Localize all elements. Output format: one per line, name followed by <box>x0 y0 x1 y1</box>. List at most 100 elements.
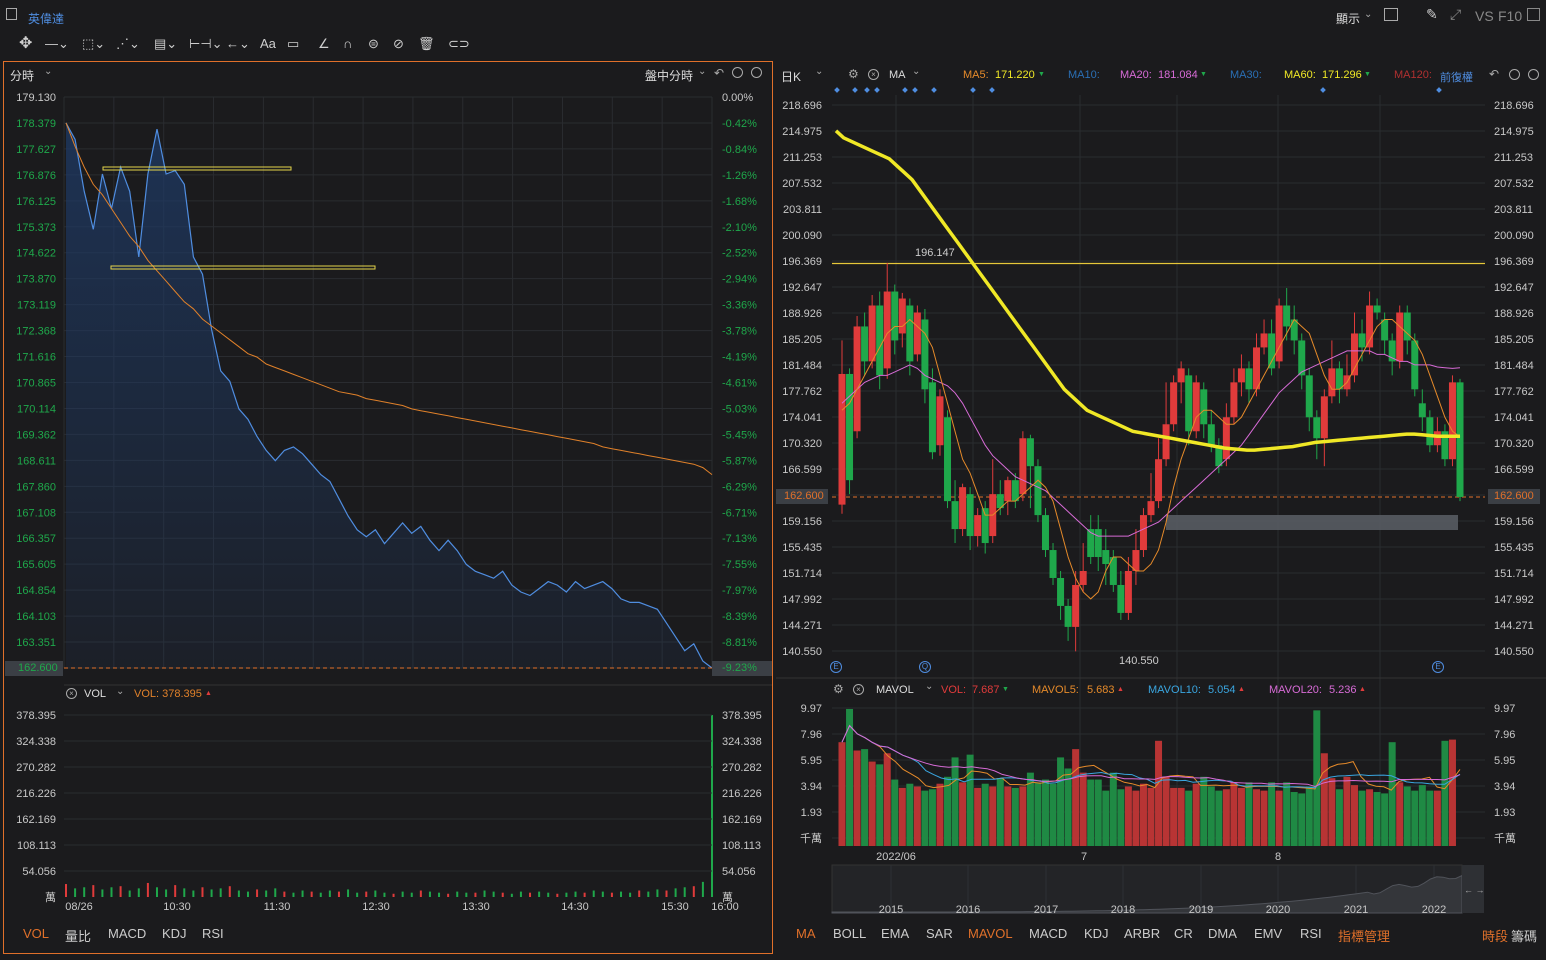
tab-rsi[interactable]: RSI <box>1300 926 1322 941</box>
earnings-marker[interactable]: E <box>1432 661 1444 673</box>
tab-volume-ratio[interactable]: 量比 <box>65 929 92 944</box>
close-icon[interactable]: × <box>853 684 864 695</box>
tab-kdj[interactable]: KDJ <box>162 926 187 941</box>
up-arrow-icon: ▲ <box>1117 686 1124 693</box>
event-dot[interactable] <box>852 87 858 93</box>
line-icon[interactable]: —⌄ <box>45 36 69 51</box>
price-tick-label: 166.599 <box>782 464 822 476</box>
gear-icon[interactable]: ⚙ <box>848 67 859 81</box>
comment-icon[interactable]: ▭ <box>287 36 300 51</box>
chevron-down-icon: ⌄ <box>925 681 934 692</box>
price-tick-label: 211.253 <box>1494 152 1533 164</box>
minus-icon[interactable] <box>732 67 743 78</box>
minus-icon[interactable] <box>1509 69 1520 80</box>
vol-indicator-selector[interactable]: MAVOL <box>876 684 914 696</box>
volume-bar <box>592 890 595 897</box>
volume-tick-label: 萬 <box>45 891 56 904</box>
candle-body <box>838 373 846 505</box>
price-tick-label: 203.811 <box>783 204 822 216</box>
settings-icon[interactable] <box>1527 8 1540 21</box>
tab-sar[interactable]: SAR <box>926 926 953 941</box>
display-menu[interactable]: 顯示 <box>1336 12 1361 26</box>
daily-price-tag-right-label: 162.600 <box>1494 490 1534 502</box>
tab-emv[interactable]: EMV <box>1254 926 1283 941</box>
link-icon[interactable]: ⊂⊃ <box>448 36 470 51</box>
mode-selector[interactable]: 盤中分時 <box>645 69 694 83</box>
move-icon[interactable]: ✥ <box>19 35 33 52</box>
undo-icon[interactable]: ↶ <box>1489 67 1500 81</box>
tab-vol[interactable]: VOL <box>23 926 50 941</box>
trash-icon[interactable]: 🗑 <box>418 36 435 51</box>
tab-dma[interactable]: DMA <box>1208 926 1237 941</box>
angle-icon[interactable]: ∠ <box>318 36 330 51</box>
range-icon[interactable]: ⊢⊣⌄ <box>189 36 223 51</box>
text-icon[interactable]: Aa <box>260 36 276 51</box>
candle-body <box>1200 389 1208 425</box>
tab-kdj[interactable]: KDJ <box>1084 926 1109 941</box>
rect-icon[interactable]: ⬚⌄ <box>82 36 106 51</box>
tab-mavol[interactable]: MAVOL <box>968 926 1013 941</box>
event-dot[interactable] <box>931 87 937 93</box>
fullscreen-icon[interactable]: ⤢ <box>1450 6 1462 22</box>
tab-ema[interactable]: EMA <box>881 926 910 941</box>
candle-body <box>1041 515 1049 551</box>
event-dot[interactable] <box>864 87 870 93</box>
tab-time-period[interactable]: 時段 <box>1482 929 1509 944</box>
tab-macd[interactable]: MACD <box>108 926 147 941</box>
tab-ma[interactable]: MA <box>796 926 816 941</box>
earnings-marker[interactable]: E <box>830 661 842 673</box>
layout-icon[interactable] <box>1384 8 1398 21</box>
candle-body <box>891 291 899 341</box>
indicator-selector[interactable]: MA <box>889 69 906 81</box>
plus-icon[interactable] <box>751 67 762 78</box>
f10-button[interactable]: F10 <box>1498 8 1523 24</box>
event-dot[interactable] <box>874 87 880 93</box>
navigator-arrows-icon[interactable]: ← → <box>1464 885 1485 895</box>
volume-bar <box>1177 787 1185 846</box>
adjust-selector[interactable]: 前復權 <box>1440 72 1473 84</box>
event-dot[interactable] <box>902 87 908 93</box>
tab-boll[interactable]: BOLL <box>833 926 867 941</box>
daily-period-selector[interactable]: 日K <box>781 70 802 84</box>
price-tick-label: 188.926 <box>782 308 822 320</box>
wave-icon[interactable]: ⋰⌄ <box>116 36 140 51</box>
plus-icon[interactable] <box>1528 69 1539 80</box>
volume-bar <box>438 892 441 897</box>
fib-icon[interactable]: ▤⌄ <box>154 36 178 51</box>
lock-icon[interactable]: ⊜ <box>368 36 379 51</box>
stock-title[interactable]: 英偉達 <box>28 12 65 26</box>
volume-bar <box>1268 782 1276 846</box>
event-dot[interactable] <box>1320 87 1326 93</box>
event-dot[interactable] <box>989 87 995 93</box>
time-tick-label: 13:30 <box>462 901 490 913</box>
volume-tick-label: 216.226 <box>16 788 56 800</box>
time-tick-label: 11:30 <box>264 901 291 913</box>
vol-indicator-label[interactable]: VOL <box>84 688 107 700</box>
gear-icon[interactable]: ⚙ <box>833 682 844 696</box>
volume-bar <box>1207 786 1215 846</box>
price-tick-label: 177.627 <box>16 144 56 156</box>
hide-icon[interactable]: ⊘ <box>393 36 404 51</box>
event-dot[interactable] <box>834 87 840 93</box>
event-dot[interactable] <box>912 87 918 93</box>
price-tick-label: 163.351 <box>16 637 56 649</box>
event-dot[interactable] <box>970 87 976 93</box>
tab-indicator-manage[interactable]: 指標管理 <box>1338 929 1391 944</box>
tab-macd[interactable]: MACD <box>1029 926 1068 941</box>
close-icon[interactable]: × <box>868 69 879 80</box>
tab-rsi[interactable]: RSI <box>202 926 224 941</box>
tab-chips[interactable]: 籌碼 <box>1511 929 1538 944</box>
magnet-icon[interactable]: ∩ <box>343 36 353 51</box>
vs-button[interactable]: VS <box>1475 8 1494 24</box>
qa-marker[interactable]: Q <box>919 661 931 673</box>
period-selector[interactable]: 分時 <box>10 69 35 83</box>
close-icon[interactable]: × <box>66 688 77 699</box>
tab-arbr[interactable]: ARBR <box>1124 926 1161 941</box>
event-dot[interactable] <box>1436 87 1442 93</box>
price-tick-label: 200.090 <box>782 230 822 242</box>
pen-icon[interactable]: ✎ <box>1426 6 1438 22</box>
tab-cr[interactable]: CR <box>1174 926 1193 941</box>
price-tick-label: 181.484 <box>1494 360 1534 372</box>
arrow-icon[interactable]: ←⌄ <box>226 36 250 51</box>
undo-icon[interactable]: ↶ <box>714 66 725 80</box>
